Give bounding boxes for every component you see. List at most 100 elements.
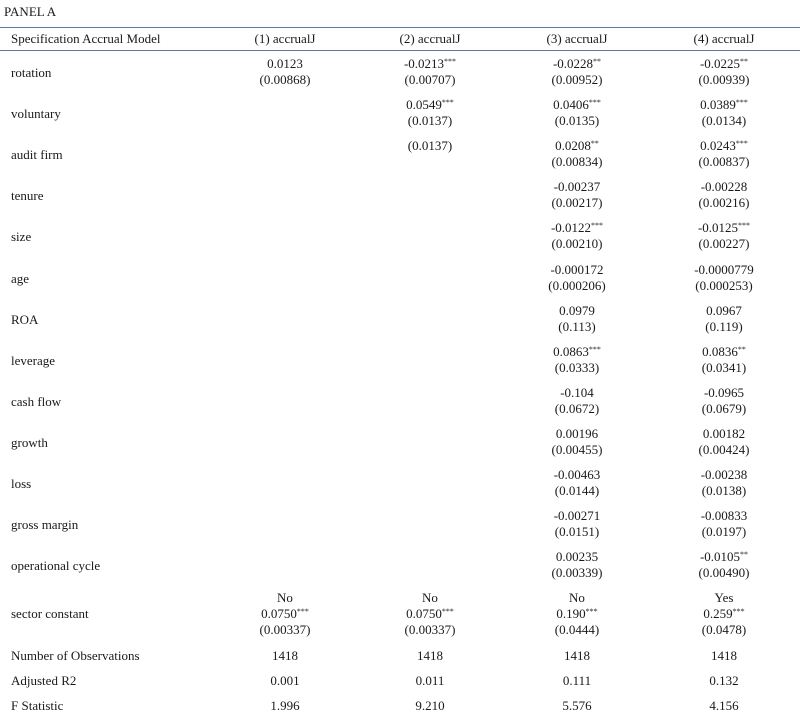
coef-cell: -0.00237 (0.00217) [507,179,647,211]
coef-cell: 0.0243*** (0.00837) [654,138,794,170]
significance-stars: *** [591,221,604,230]
row-label: age [11,271,30,286]
coef-cell: -0.00238 (0.0138) [654,467,794,499]
standard-error: (0.00227) [698,236,750,251]
sector-indicator: No [569,590,585,605]
standard-error: (0.0444) [554,622,600,637]
standard-error: (0.00490) [698,565,750,580]
panel-title: PANEL A [4,4,57,19]
coef-value: 0.0389*** [700,97,748,112]
significance-stars: *** [296,607,309,616]
standard-error: (0.00834) [551,154,603,169]
row-label: rotation [11,65,52,80]
row-label: voluntary [11,106,61,121]
row-label: growth [11,435,48,450]
sector-constant-cell: No 0.0750*** (0.00337) [215,590,355,638]
coef-cell: -0.0228** (0.00952) [507,56,647,88]
standard-error: (0.0478) [701,622,747,637]
significance-stars: ** [740,550,749,559]
standard-error: (0.00339) [551,565,603,580]
standard-error: (0.0679) [701,401,747,416]
sector-indicator: No [422,590,438,605]
coef-cell: -0.00228 (0.00216) [654,179,794,211]
stat-value: 4.156 [709,698,739,713]
coef-value: -0.104 [560,385,594,400]
coef-value: -0.0000779 [694,262,754,277]
coef-cell: -0.0122*** (0.00210) [507,220,647,252]
stat-value: 1418 [417,648,443,663]
row-label: size [11,229,32,244]
coef-cell: (0.0137) [360,138,500,154]
standard-error: (0.0672) [554,401,600,416]
stat-value: 0.011 [415,673,445,688]
coef-value: -0.00238 [700,467,748,482]
standard-error: (0.119) [705,319,743,334]
coef-value: 0.00182 [702,426,746,441]
standard-error: (0.00707) [404,72,456,87]
coef-cell: -0.0213*** (0.00707) [360,56,500,88]
coef-value: 0.0243*** [700,138,748,153]
significance-stars: *** [441,607,454,616]
standard-error: (0.000253) [695,278,753,293]
stat-value: 0.111 [562,673,592,688]
standard-error: (0.0137) [407,138,453,153]
sector-constant-cell: No 0.190*** (0.0444) [507,590,647,638]
standard-error: (0.0341) [701,360,747,375]
coef-value: 0.00196 [555,426,599,441]
sector-indicator: Yes [714,590,734,605]
significance-stars: *** [735,98,748,107]
coef-value: -0.00463 [553,467,601,482]
coef-value: 0.0979 [559,303,595,318]
column-header-1: (1) accrualJ [254,31,316,46]
coef-value: -0.0228** [552,56,602,71]
row-label: tenure [11,188,44,203]
coef-cell: -0.0000779 (0.000253) [654,262,794,294]
coef-cell: 0.00196 (0.00455) [507,426,647,458]
coef-value: -0.00237 [553,179,601,194]
coef-cell: -0.104 (0.0672) [507,385,647,417]
significance-stars: ** [740,57,749,66]
row-label: sector constant [11,606,89,621]
standard-error: (0.00337) [259,622,311,637]
standard-error: (0.00455) [551,442,603,457]
coef-value: -0.0122*** [550,220,604,235]
significance-stars: ** [593,57,602,66]
standard-error: (0.000206) [548,278,606,293]
column-header-4: (4) accrualJ [693,31,755,46]
column-header-2: (2) accrualJ [399,31,461,46]
significance-stars: *** [585,607,598,616]
standard-error: (0.00216) [698,195,750,210]
standard-error: (0.113) [558,319,596,334]
stat-value: 0.001 [270,673,300,688]
row-label: audit firm [11,147,63,162]
standard-error: (0.00210) [551,236,603,251]
row-label: leverage [11,353,56,368]
coef-cell: 0.0979 (0.113) [507,303,647,335]
significance-stars: ** [737,345,746,354]
standard-error: (0.00952) [551,72,603,87]
coef-cell: -0.0965 (0.0679) [654,385,794,417]
significance-stars: *** [732,607,745,616]
column-header-3: (3) accrualJ [546,31,608,46]
sector-constant-cell: Yes 0.259*** (0.0478) [654,590,794,638]
standard-error: (0.0144) [554,483,600,498]
standard-error: (0.0134) [701,113,747,128]
stat-value: 9.210 [415,698,445,713]
stat-label: Adjusted R2 [11,673,77,688]
standard-error: (0.00837) [698,154,750,169]
coef-cell: 0.00235 (0.00339) [507,549,647,581]
coef-cell: 0.0836** (0.0341) [654,344,794,376]
coef-value: -0.00833 [700,508,748,523]
coef-value: -0.0105** [699,549,749,564]
coef-value: -0.0225** [699,56,749,71]
stat-label: Number of Observations [11,648,140,663]
coef-value: -0.0125*** [697,220,751,235]
coef-cell: 0.0967 (0.119) [654,303,794,335]
significance-stars: *** [738,221,751,230]
header-label: Specification Accrual Model [11,31,161,46]
stat-value: 1.996 [270,698,300,713]
standard-error: (0.0197) [701,524,747,539]
significance-stars: *** [444,57,457,66]
coef-value: 0.0406*** [553,97,601,112]
row-label: ROA [11,312,39,327]
